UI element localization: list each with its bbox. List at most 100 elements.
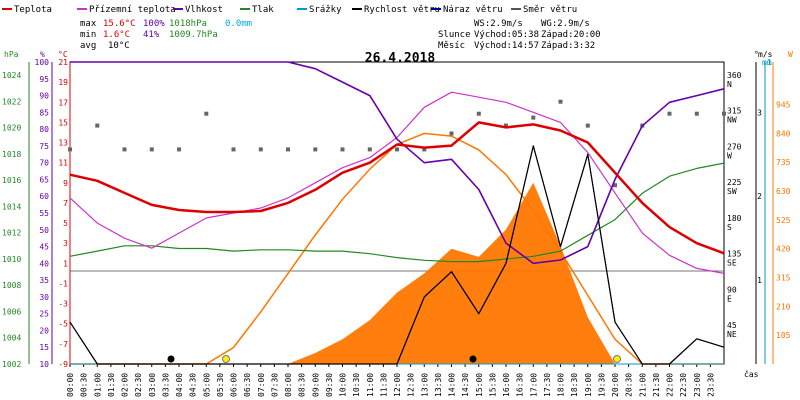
w-tick: 210	[776, 302, 791, 311]
stats-min-press: 1009.7hPa	[169, 30, 218, 40]
x-tick: 04:00	[175, 373, 184, 397]
legend-rychlost-vetru: Rychlost větru	[364, 5, 440, 15]
wind-direction-point	[422, 147, 427, 152]
x-tick: 14:00	[448, 373, 457, 397]
ms-tick: 3	[757, 108, 762, 117]
dir-name-tick: W	[727, 151, 732, 160]
legend-teplota: Teplota	[14, 5, 52, 15]
c-tick: -3	[58, 300, 68, 309]
hpa-tick: 1010	[2, 255, 21, 264]
c-tick: -1	[58, 279, 68, 288]
series-vlhkost	[70, 61, 725, 265]
hpa-tick: 1020	[2, 124, 21, 133]
stats-block: max 15.6°C 100% 1018hPa 0.0mm min 1.6°C …	[80, 19, 252, 51]
x-tick: 16:00	[502, 373, 511, 397]
stats-max-hum: 100%	[143, 19, 165, 29]
x-tick: 17:00	[529, 373, 538, 397]
pct-tick: 60	[39, 192, 49, 201]
x-tick: 15:00	[475, 373, 484, 397]
x-tick: 02:00	[121, 373, 130, 397]
x-tick: 05:30	[216, 373, 225, 397]
wind-direction-point	[395, 147, 399, 152]
x-tick: 07:00	[257, 373, 266, 397]
legend-naraz-vetru: Náraz větru	[443, 5, 503, 15]
x-tick: 05:00	[202, 373, 211, 397]
dir-tick: 270	[727, 142, 742, 151]
pct-tick: 80	[39, 125, 49, 134]
x-tick: 09:00	[311, 373, 320, 397]
x-tick: 21:00	[638, 373, 647, 397]
series-lines	[69, 61, 725, 365]
c-tick: -9	[58, 360, 68, 369]
dir-tick: 315	[727, 107, 742, 116]
pct-tick: 90	[39, 92, 49, 101]
c-tick: 17	[58, 98, 68, 107]
dir-name-tick: SE	[727, 259, 737, 268]
x-tick: 11:00	[366, 373, 375, 397]
pct-tick: 95	[39, 75, 49, 84]
x-tick: 13:00	[420, 373, 429, 397]
axis-unit-mms: mm	[762, 58, 772, 67]
axis-unit-w: W	[788, 50, 793, 59]
dir-tick: 360	[727, 71, 742, 80]
axis-x-label: čas	[744, 369, 759, 379]
x-tick: 08:00	[284, 373, 293, 397]
w-tick: 630	[776, 187, 791, 196]
pct-tick: 100	[35, 58, 50, 67]
dir-tick: 180	[727, 214, 742, 223]
series-prizemni-teplota	[69, 91, 725, 274]
dir-tick: 90	[727, 285, 737, 294]
wind-direction-point	[613, 183, 617, 188]
c-tick: 7	[63, 199, 68, 208]
info-slunce-label: Slunce	[438, 30, 471, 40]
w-tick: 315	[776, 274, 791, 283]
x-tick: 00:00	[66, 373, 75, 397]
x-tick: 15:30	[488, 373, 497, 397]
pct-tick: 15	[39, 343, 49, 352]
c-tick: -5	[58, 320, 68, 329]
axis-unit-dir: °	[754, 50, 759, 59]
hpa-tick: 1016	[2, 176, 21, 185]
legend-tlak: Tlak	[252, 5, 274, 15]
moonrise-marker	[469, 355, 477, 363]
w-tick: 525	[776, 216, 791, 225]
x-tick: 12:00	[393, 373, 402, 397]
ms-tick: 1	[757, 276, 762, 285]
x-tick: 10:30	[352, 373, 361, 397]
axis-unit-c: °C	[58, 50, 68, 59]
dir-tick: 45	[727, 321, 737, 330]
x-tick: 19:00	[584, 373, 593, 397]
c-tick: 5	[63, 219, 68, 228]
x-tick: 02:30	[134, 373, 143, 397]
legend: Teplota Přízemní teplota Vlhkost Tlak Sr…	[2, 5, 577, 15]
w-tick: 420	[776, 245, 791, 254]
pct-tick: 85	[39, 108, 49, 117]
series-teplota	[69, 121, 725, 255]
moonset-marker	[167, 355, 175, 363]
wind-direction-point	[258, 147, 263, 152]
x-tick: 03:30	[161, 373, 170, 397]
axis-unit-ms: m/s	[758, 50, 773, 59]
wind-direction-point	[504, 123, 508, 128]
wind-direction-point	[177, 147, 181, 152]
stats-avg-label: avg	[80, 41, 96, 51]
wind-direction-point	[95, 123, 100, 128]
stats-min-label: min	[80, 30, 96, 40]
x-tick: 16:30	[516, 373, 525, 397]
info-mesic-zapad: Západ:3:32	[541, 41, 595, 51]
x-tick: 03:00	[148, 373, 157, 397]
wind-direction-point	[667, 111, 672, 116]
pct-tick: 10	[39, 360, 49, 369]
x-tick: 22:30	[679, 373, 688, 397]
c-tick: 13	[58, 139, 68, 148]
w-tick: 735	[776, 158, 791, 167]
x-tick: 18:30	[570, 373, 579, 397]
stats-max-label: max	[80, 19, 97, 29]
sunrise-marker	[222, 355, 230, 363]
hpa-tick: 1012	[2, 229, 21, 238]
c-tick: 9	[63, 179, 68, 188]
x-tick: 09:30	[325, 373, 334, 397]
info-mesic-vychod: Východ:14:57	[474, 41, 539, 51]
x-tick: 08:30	[298, 373, 307, 397]
chart-title: 26.4.2018	[365, 51, 436, 66]
